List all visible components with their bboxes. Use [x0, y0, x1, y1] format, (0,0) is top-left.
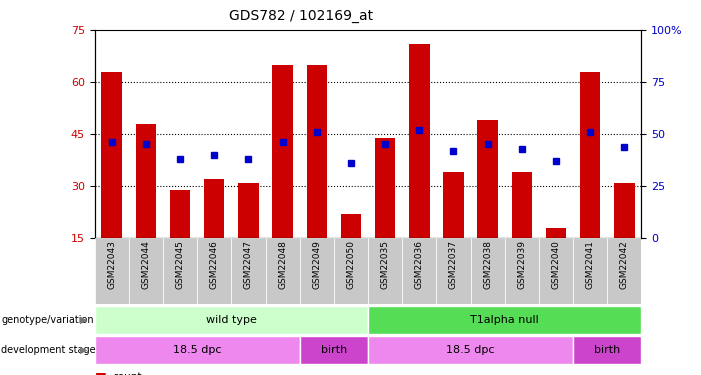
Text: birth: birth — [321, 345, 347, 355]
Bar — [470, 238, 505, 304]
Text: GSM22040: GSM22040 — [552, 240, 561, 289]
Text: GSM22046: GSM22046 — [210, 240, 219, 289]
Bar — [375, 138, 395, 238]
Bar — [580, 72, 601, 238]
Bar — [204, 179, 224, 238]
Bar — [306, 64, 327, 238]
Bar — [129, 238, 163, 304]
Bar — [368, 238, 402, 304]
Bar — [238, 183, 259, 238]
Bar — [197, 238, 231, 304]
Text: count: count — [112, 372, 142, 375]
Text: GSM22038: GSM22038 — [483, 240, 492, 289]
Bar — [539, 238, 573, 304]
Bar — [505, 238, 539, 304]
Text: 18.5 dpc: 18.5 dpc — [447, 345, 495, 355]
Bar — [341, 214, 361, 238]
Bar — [95, 238, 129, 304]
Bar — [607, 238, 641, 304]
Bar — [368, 336, 573, 364]
Text: GSM22048: GSM22048 — [278, 240, 287, 289]
Bar — [573, 336, 641, 364]
Bar — [512, 172, 532, 238]
Bar — [163, 238, 197, 304]
Bar — [136, 124, 156, 238]
Bar — [266, 238, 300, 304]
Bar — [102, 72, 122, 238]
Bar — [546, 228, 566, 238]
Text: GSM22043: GSM22043 — [107, 240, 116, 289]
Text: ▶: ▶ — [80, 315, 88, 325]
Text: GSM22047: GSM22047 — [244, 240, 253, 289]
Bar — [231, 238, 266, 304]
Bar — [95, 306, 368, 334]
Bar — [300, 238, 334, 304]
Text: ▶: ▶ — [80, 345, 88, 355]
Text: 18.5 dpc: 18.5 dpc — [173, 345, 222, 355]
Bar — [477, 120, 498, 238]
Text: birth: birth — [594, 345, 620, 355]
Text: GSM22045: GSM22045 — [175, 240, 184, 289]
Text: development stage: development stage — [1, 345, 96, 355]
Text: GSM22044: GSM22044 — [142, 240, 151, 289]
Text: GSM22037: GSM22037 — [449, 240, 458, 289]
Text: GSM22042: GSM22042 — [620, 240, 629, 289]
Text: GSM22049: GSM22049 — [312, 240, 321, 289]
Bar — [436, 238, 470, 304]
Text: GSM22050: GSM22050 — [346, 240, 355, 289]
Text: wild type: wild type — [206, 315, 257, 325]
Text: T1alpha null: T1alpha null — [470, 315, 539, 325]
Text: GSM22036: GSM22036 — [415, 240, 424, 289]
Bar — [573, 238, 607, 304]
Bar — [409, 44, 430, 238]
Text: ■: ■ — [95, 370, 107, 375]
Bar — [273, 64, 293, 238]
Text: GSM22035: GSM22035 — [381, 240, 390, 289]
Bar — [170, 190, 191, 238]
Text: GSM22041: GSM22041 — [585, 240, 594, 289]
Text: GSM22039: GSM22039 — [517, 240, 526, 289]
Bar — [300, 336, 368, 364]
Bar — [614, 183, 634, 238]
Text: GDS782 / 102169_at: GDS782 / 102169_at — [229, 9, 374, 23]
Bar — [95, 336, 300, 364]
Text: genotype/variation: genotype/variation — [1, 315, 94, 325]
Bar — [443, 172, 464, 238]
Bar — [368, 306, 641, 334]
Bar — [402, 238, 436, 304]
Bar — [334, 238, 368, 304]
